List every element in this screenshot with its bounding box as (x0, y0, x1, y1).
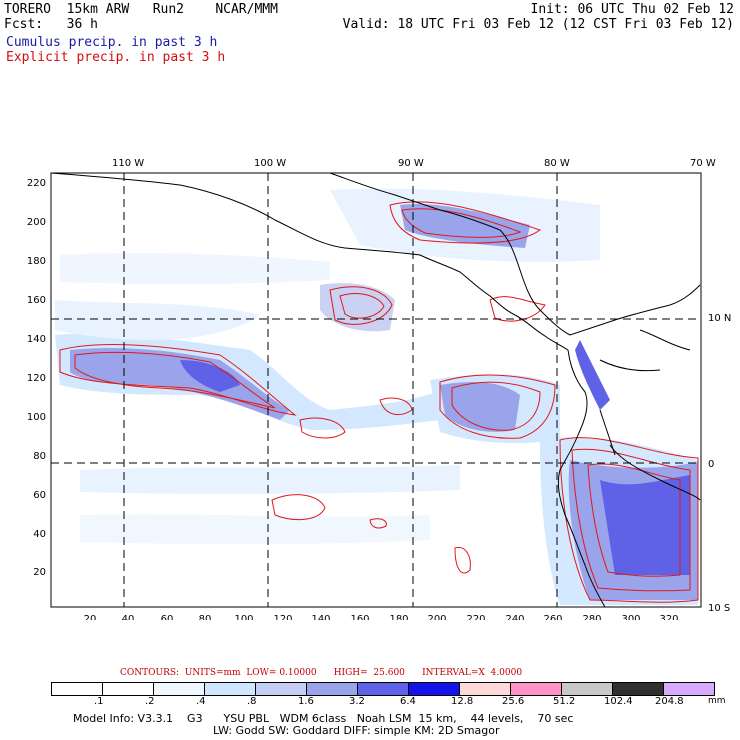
lon-label-100w: 100 W (254, 158, 286, 169)
colorbar-label: 51.2 (553, 696, 576, 707)
x-tick-60: 60 (161, 614, 174, 620)
lon-label-90w: 90 W (398, 158, 424, 169)
colorbar-swatch (205, 683, 256, 695)
lon-labels: 110 W 100 W 90 W 80 W 70 W (112, 158, 716, 169)
legend-cumulus: Cumulus precip. in past 3 h (6, 35, 218, 50)
colorbar-label: 102.4 (604, 696, 633, 707)
y-tick-200: 200 (27, 217, 46, 228)
x-tick-220: 220 (466, 614, 485, 620)
y-tick-120: 120 (27, 373, 46, 384)
colorbar-label: 25.6 (502, 696, 525, 707)
precip-map: 110 W 100 W 90 W 80 W 70 W 10 N 0 10 S (27, 158, 731, 620)
legend-explicit: Explicit precip. in past 3 h (6, 50, 226, 65)
colorbar-swatch (613, 683, 664, 695)
model-info-line2: LW: Godd SW: Goddard DIFF: simple KM: 2D… (213, 724, 500, 737)
lon-label-70w: 70 W (690, 158, 716, 169)
lat-label-10s: 10 S (708, 603, 730, 614)
lat-labels: 10 N 0 10 S (708, 313, 731, 614)
x-tick-200: 200 (427, 614, 446, 620)
colorbar-swatch (307, 683, 358, 695)
x-tick-100: 100 (234, 614, 253, 620)
x-tick-300: 300 (621, 614, 640, 620)
y-tick-40: 40 (33, 529, 46, 540)
graticule (51, 173, 701, 607)
contour-info: CONTOURS: UNITS=mm LOW= 0.10000 HIGH= 25… (120, 668, 523, 678)
x-tick-160: 160 (350, 614, 369, 620)
colorbar-swatch (154, 683, 205, 695)
y-tick-160: 160 (27, 295, 46, 306)
colorbar-label: 1.6 (298, 696, 314, 707)
colorbar-label: 6.4 (400, 696, 416, 707)
x-tick-40: 40 (122, 614, 135, 620)
x-tick-140: 140 (311, 614, 330, 620)
x-tick-80: 80 (199, 614, 212, 620)
x-tick-labels: 20 40 60 80 100 120 140 160 180 200 220 … (84, 614, 679, 620)
colorbar-swatch (409, 683, 460, 695)
explicit-contours (59, 201, 699, 603)
y-tick-80: 80 (33, 451, 46, 462)
forecast-hour: Fcst: 36 h (4, 17, 98, 32)
lon-label-110w: 110 W (112, 158, 144, 169)
y-tick-20: 20 (33, 567, 46, 578)
x-tick-320: 320 (659, 614, 678, 620)
y-tick-100: 100 (27, 412, 46, 423)
colorbar-swatch (256, 683, 307, 695)
lat-label-0: 0 (708, 459, 714, 470)
colorbar (51, 682, 715, 696)
colorbar-label: .1 (94, 696, 104, 707)
colorbar-swatch (511, 683, 562, 695)
x-tick-180: 180 (389, 614, 408, 620)
colorbar-label: .4 (196, 696, 206, 707)
lat-label-10n: 10 N (708, 313, 731, 324)
valid-time: Valid: 18 UTC Fri 03 Feb 12 (12 CST Fri … (342, 17, 734, 32)
x-tick-120: 120 (273, 614, 292, 620)
y-tick-220: 220 (27, 178, 46, 189)
y-tick-180: 180 (27, 256, 46, 267)
y-tick-60: 60 (33, 490, 46, 501)
x-tick-280: 280 (582, 614, 601, 620)
y-tick-labels: 20 40 60 80 100 120 140 160 180 200 220 (27, 178, 46, 578)
lon-label-80w: 80 W (544, 158, 570, 169)
model-info-line1: Model Info: V3.3.1 G3 YSU PBL WDM 6class… (73, 712, 574, 725)
colorbar-units: mm (708, 696, 726, 706)
y-tick-140: 140 (27, 334, 46, 345)
x-tick-260: 260 (543, 614, 562, 620)
colorbar-label: 12.8 (451, 696, 474, 707)
colorbar-label: 204.8 (655, 696, 684, 707)
x-tick-240: 240 (505, 614, 524, 620)
colorbar-swatch (460, 683, 511, 695)
colorbar-swatch (562, 683, 613, 695)
model-title: TORERO 15km ARW Run2 NCAR/MMM (4, 2, 278, 17)
colorbar-swatch (358, 683, 409, 695)
colorbar-label: .8 (247, 696, 257, 707)
colorbar-swatch (664, 683, 714, 695)
colorbar-swatch (103, 683, 154, 695)
colorbar-swatch (52, 683, 103, 695)
x-tick-20: 20 (84, 614, 97, 620)
init-time: Init: 06 UTC Thu 02 Feb 12 (530, 2, 735, 17)
colorbar-label: .2 (145, 696, 155, 707)
colorbar-label: 3.2 (349, 696, 365, 707)
